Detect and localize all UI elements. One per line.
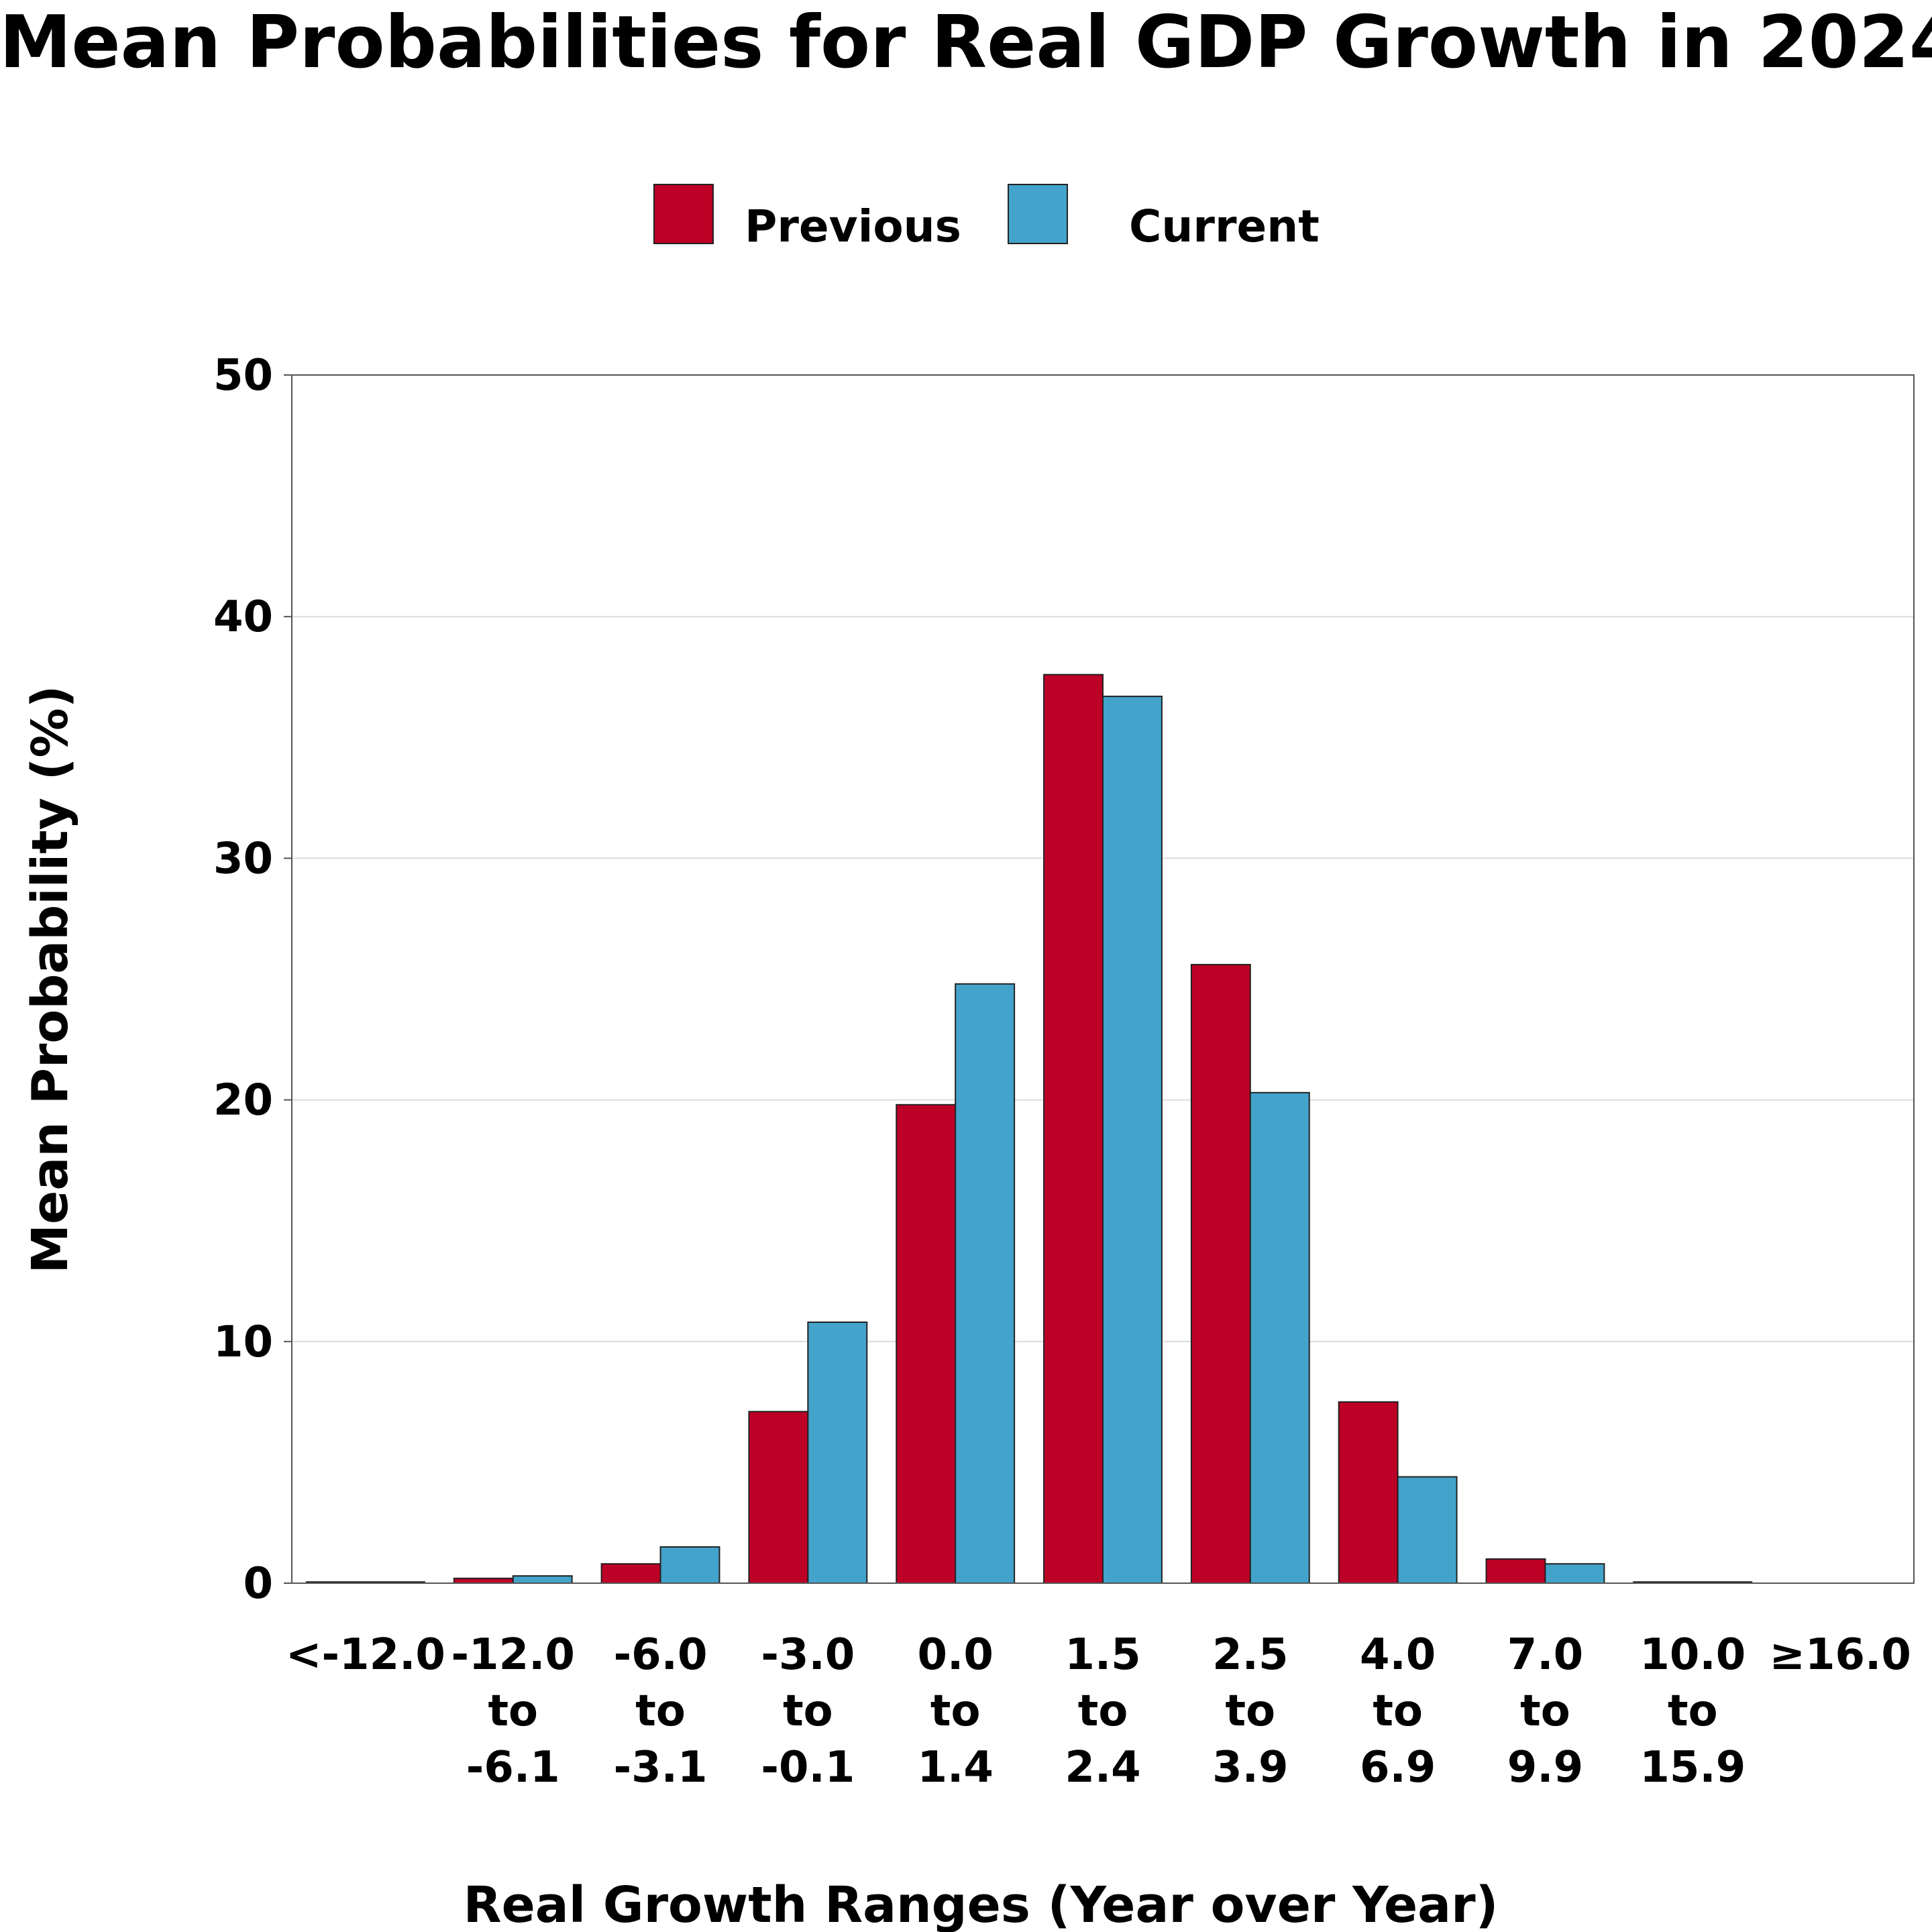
x-tick-label: -12.0 bbox=[451, 1630, 574, 1680]
x-tick-label: -6.0 bbox=[614, 1630, 708, 1680]
x-tick-label: 1.5 bbox=[1065, 1630, 1140, 1680]
bar-previous-4 bbox=[896, 1104, 957, 1584]
x-tick-label: to bbox=[930, 1686, 981, 1736]
bar-current-5 bbox=[1102, 696, 1163, 1584]
bar-previous-5 bbox=[1043, 674, 1104, 1585]
x-tick-label: 6.9 bbox=[1360, 1743, 1436, 1792]
x-tick-label: 1.4 bbox=[917, 1743, 993, 1792]
legend-label-previous: Previous bbox=[745, 201, 961, 252]
bar-previous-8 bbox=[1485, 1558, 1546, 1584]
bar-previous-6 bbox=[1190, 963, 1251, 1584]
x-tick-label: -6.1 bbox=[466, 1743, 560, 1792]
x-tick-label: 2.5 bbox=[1212, 1630, 1288, 1680]
bar-previous-1 bbox=[453, 1577, 514, 1584]
y-tick-label: 20 bbox=[213, 1076, 273, 1126]
x-axis-ticks: <-12.0 -12.0 to -6.1 -6.0 to -3.1 -3.0 to -0.1 0.0… bbox=[286, 1630, 1911, 1792]
bar-current-1 bbox=[512, 1575, 573, 1585]
x-tick-label: ≥16.0 bbox=[1769, 1630, 1911, 1680]
x-tick-label: to bbox=[1226, 1686, 1276, 1736]
x-tick-label: 3.9 bbox=[1212, 1743, 1288, 1792]
bar-previous-2 bbox=[600, 1563, 661, 1585]
bar-current-7 bbox=[1397, 1476, 1458, 1584]
bar-current-6 bbox=[1249, 1091, 1310, 1584]
bar-previous-7 bbox=[1338, 1401, 1399, 1585]
y-tick-label: 10 bbox=[213, 1318, 273, 1367]
x-tick-label: 4.0 bbox=[1360, 1630, 1436, 1680]
x-tick-label: 9.9 bbox=[1507, 1743, 1583, 1792]
bar-current-8 bbox=[1544, 1563, 1605, 1585]
legend: Previous Current bbox=[653, 184, 1320, 252]
y-axis-ticks: 0 10 20 30 40 50 bbox=[213, 351, 292, 1609]
x-tick-label: -3.1 bbox=[614, 1743, 708, 1792]
x-tick-label: to bbox=[1668, 1686, 1718, 1736]
x-axis-label: Real Growth Ranges (Year over Year) bbox=[464, 1876, 1499, 1932]
x-tick-label: to bbox=[488, 1686, 538, 1736]
y-tick-label: 0 bbox=[243, 1559, 273, 1609]
legend-swatch-current bbox=[1008, 184, 1068, 244]
x-tick-label: to bbox=[1373, 1686, 1423, 1736]
bar-current-2 bbox=[659, 1546, 720, 1584]
x-tick-label: 2.4 bbox=[1065, 1743, 1140, 1792]
bars bbox=[305, 674, 1753, 1585]
x-tick-label: -3.0 bbox=[761, 1630, 855, 1680]
x-tick-label: -0.1 bbox=[761, 1743, 855, 1792]
x-tick-label: 10.0 bbox=[1640, 1630, 1746, 1680]
chart-title: Mean Probabilities for Real GDP Growth i… bbox=[0, 1, 1932, 85]
x-tick-label: to bbox=[1520, 1686, 1570, 1736]
bar-previous-3 bbox=[748, 1411, 809, 1585]
x-tick-label: 0.0 bbox=[917, 1630, 993, 1680]
legend-label-current: Current bbox=[1129, 201, 1320, 252]
y-axis-label: Mean Probability (%) bbox=[21, 686, 79, 1274]
x-tick-label: 15.9 bbox=[1640, 1743, 1746, 1792]
x-tick-label: <-12.0 bbox=[286, 1630, 445, 1680]
x-tick-label: to bbox=[635, 1686, 686, 1736]
bar-current-4 bbox=[955, 983, 1016, 1584]
plot-frame bbox=[291, 374, 1915, 1584]
y-tick-label: 40 bbox=[213, 592, 273, 642]
bar-current-3 bbox=[807, 1321, 868, 1584]
y-tick-label: 30 bbox=[213, 834, 273, 883]
legend-swatch-previous bbox=[653, 184, 714, 244]
x-tick-label: 7.0 bbox=[1507, 1630, 1583, 1680]
x-tick-label: to bbox=[1078, 1686, 1128, 1736]
y-tick-label: 50 bbox=[213, 351, 273, 400]
x-tick-label: to bbox=[783, 1686, 833, 1736]
